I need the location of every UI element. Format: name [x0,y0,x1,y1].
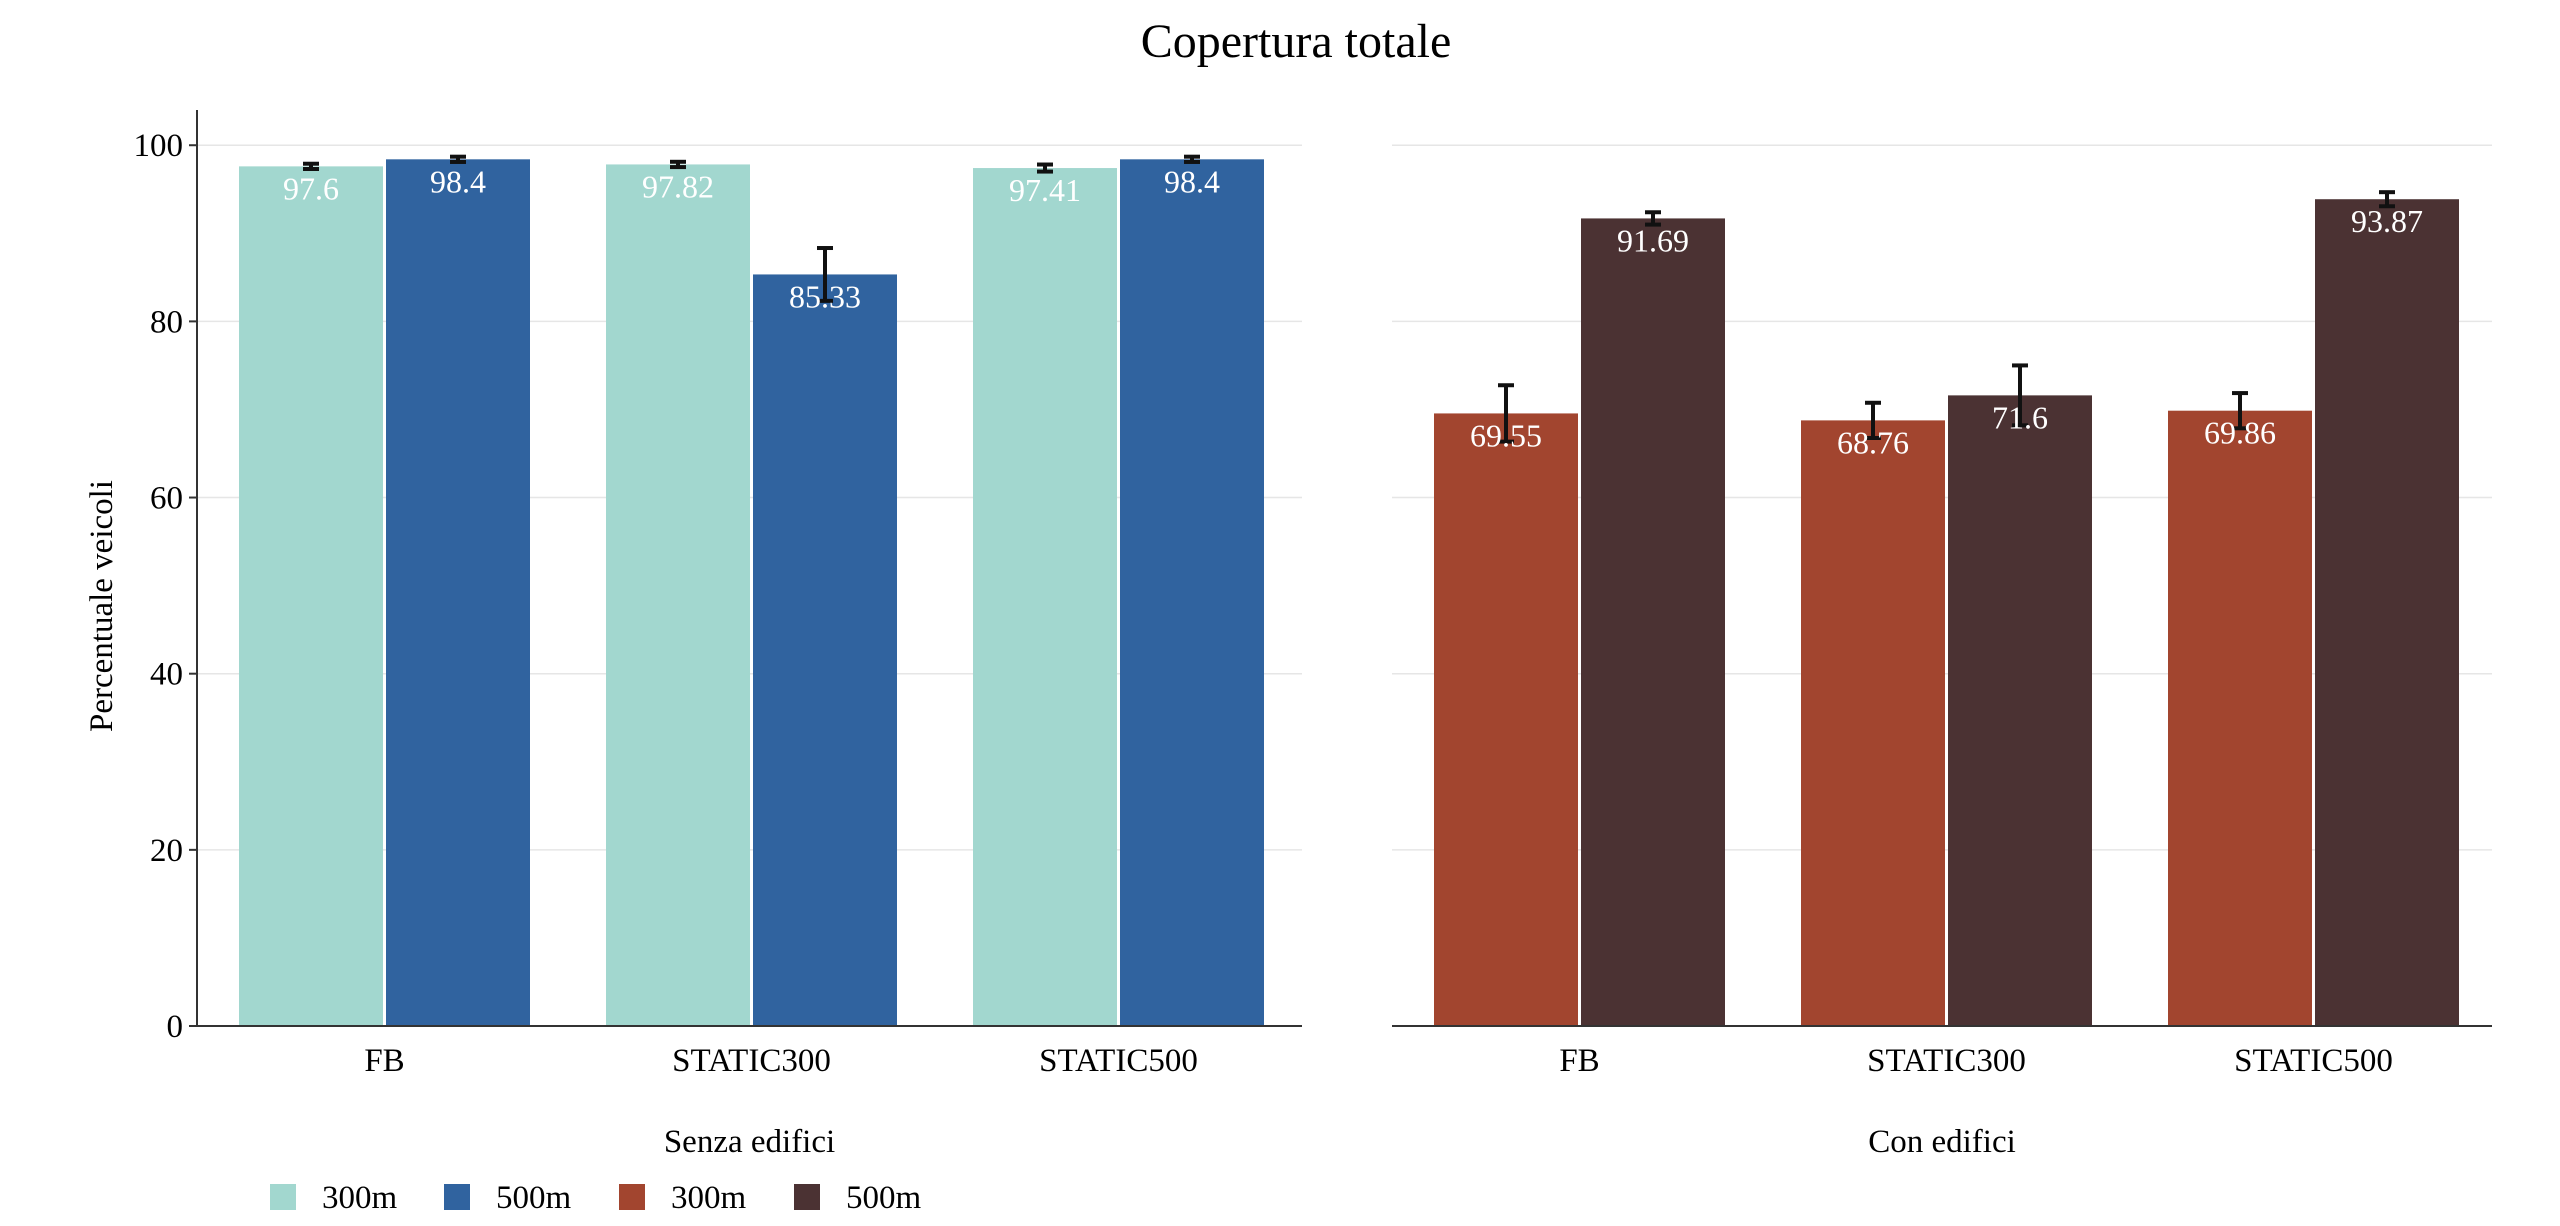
data-label: 69.86 [2204,415,2276,451]
data-label: 91.69 [1617,222,1689,258]
error-bar [1865,400,1881,440]
error-bar [303,161,319,172]
bar [753,274,897,1027]
x-axis-label: Senza edifici [664,1124,835,1160]
bar [606,164,750,1027]
x-tick-label: FB [1559,1043,1599,1079]
y-tick-label: 20 [150,833,183,869]
y-tick-label: 80 [150,304,183,340]
bar [386,159,530,1027]
y-axis-label: Percentuale veicoli [84,480,120,732]
chart-panels: 0 20 40 60 80 100 Percentuale veicoli 97.6 98.4 F… [84,110,2492,1160]
error-bar [2379,190,2395,209]
bar [2315,199,2459,1026]
legend-item: 300m [619,1180,747,1216]
error-bar [1184,154,1200,164]
bar [1801,420,1945,1027]
error-bar [1498,383,1514,444]
bar [1434,413,1578,1026]
legend: 300m 500m 300m 500m [270,1180,922,1216]
legend-swatch [794,1184,820,1210]
legend-label: 300m [322,1180,398,1216]
error-bar [2232,391,2248,431]
chart-title: Copertura totale [1141,15,1452,68]
data-label: 93.87 [2351,203,2423,239]
legend-swatch [270,1184,296,1210]
legend-item: 500m [794,1180,922,1216]
error-bar [2012,363,2028,428]
legend-swatch [619,1184,645,1210]
bar [973,168,1117,1026]
chart-panel-1: 0 20 40 60 80 100 Percentuale veicoli 97.6 98.4 F… [84,110,1302,1160]
legend-swatch [444,1184,470,1210]
chart-panel-2: 69.55 91.69 FB 68.76 71.6 STATIC300 69.86 93.87… [1392,144,2492,1160]
legend-item: 500m [444,1180,572,1216]
legend-label: 500m [496,1180,572,1216]
legend-label: 500m [846,1180,922,1216]
data-label: 98.4 [1164,163,1220,199]
data-label: 97.41 [1009,172,1081,208]
legend-item: 300m [270,1180,398,1216]
y-tick-label: 60 [150,481,183,517]
error-bar [1037,162,1053,174]
x-tick-label: FB [364,1043,404,1079]
x-tick-label: STATIC500 [2234,1043,2393,1079]
error-bar [670,159,686,170]
error-bar [1645,210,1661,227]
x-axis-label: Con edifici [1868,1124,2016,1160]
data-label: 97.82 [642,168,714,204]
data-label: 98.4 [430,163,486,199]
data-label: 69.55 [1470,417,1542,453]
legend-label: 300m [671,1180,747,1216]
x-tick-label: STATIC300 [1867,1043,2026,1079]
y-tick-label: 40 [150,657,183,693]
error-bar [450,154,466,164]
data-label: 85.33 [789,278,861,314]
bar [1581,218,1725,1026]
x-tick-label: STATIC500 [1039,1043,1198,1079]
data-label: 71.6 [1992,399,2048,435]
y-tick-label: 100 [134,128,184,164]
x-tick-label: STATIC300 [672,1043,831,1079]
data-label: 68.76 [1837,424,1909,460]
bar [239,166,383,1026]
error-bar [817,246,833,303]
data-label: 97.6 [283,170,339,206]
y-tick-label: 0 [167,1009,184,1045]
bar [1120,159,1264,1027]
bar [1948,395,2092,1026]
bar [2168,410,2312,1027]
